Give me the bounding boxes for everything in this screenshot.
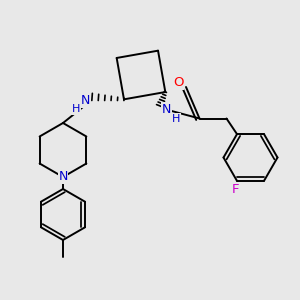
- Text: F: F: [232, 183, 239, 196]
- Text: N: N: [162, 103, 171, 116]
- Text: O: O: [173, 76, 184, 89]
- Text: N: N: [58, 170, 68, 184]
- Text: N: N: [81, 94, 90, 107]
- Text: H: H: [172, 113, 180, 124]
- Text: H: H: [72, 104, 80, 115]
